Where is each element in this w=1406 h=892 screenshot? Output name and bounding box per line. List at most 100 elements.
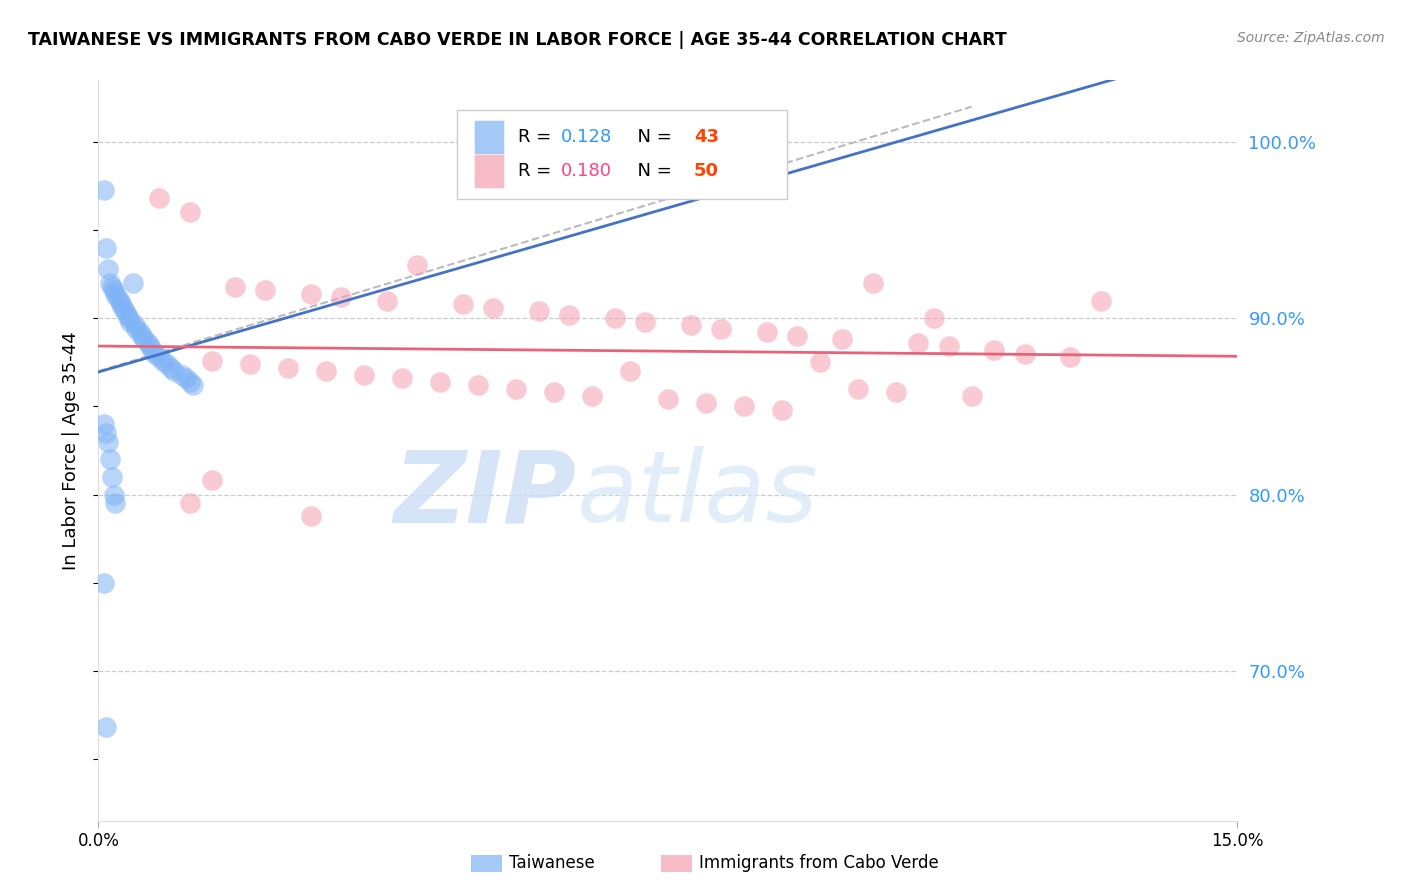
- Point: [148, 191, 170, 205]
- Point: [884, 385, 907, 400]
- Point: [831, 332, 853, 346]
- Point: [1090, 293, 1112, 308]
- Point: [505, 382, 527, 396]
- Point: [907, 335, 929, 350]
- Point: [103, 283, 125, 297]
- Point: [94, 720, 117, 734]
- Point: [179, 205, 201, 219]
- Point: [174, 371, 197, 385]
- Point: [179, 375, 201, 389]
- Point: [152, 353, 174, 368]
- Point: [543, 385, 565, 400]
- Point: [353, 368, 375, 382]
- Point: [679, 318, 702, 333]
- Point: [96, 434, 118, 449]
- Point: [94, 241, 117, 255]
- Point: [131, 329, 153, 343]
- Point: [1059, 350, 1081, 364]
- Point: [733, 400, 755, 414]
- Point: [94, 425, 117, 440]
- Point: [710, 322, 733, 336]
- Point: [786, 329, 808, 343]
- Point: [755, 326, 778, 340]
- Point: [330, 290, 353, 304]
- Point: [808, 355, 831, 369]
- Point: [603, 311, 626, 326]
- Point: [960, 389, 983, 403]
- Point: [619, 364, 641, 378]
- Point: [93, 183, 115, 197]
- Point: [695, 396, 717, 410]
- Text: N =: N =: [626, 162, 678, 180]
- Point: [179, 496, 201, 510]
- FancyBboxPatch shape: [474, 154, 503, 188]
- Point: [201, 474, 224, 488]
- Text: atlas: atlas: [576, 446, 818, 543]
- Point: [132, 332, 155, 346]
- Point: [277, 360, 299, 375]
- Point: [98, 452, 121, 467]
- Point: [862, 276, 884, 290]
- Point: [527, 304, 550, 318]
- Point: [139, 339, 162, 353]
- Point: [254, 283, 277, 297]
- Point: [201, 353, 224, 368]
- Point: [120, 315, 142, 329]
- Text: 50: 50: [695, 162, 718, 180]
- Point: [148, 350, 170, 364]
- Point: [117, 308, 139, 322]
- Text: N =: N =: [626, 128, 678, 146]
- Text: Source: ZipAtlas.com: Source: ZipAtlas.com: [1237, 31, 1385, 45]
- Point: [136, 335, 159, 350]
- Point: [657, 392, 679, 407]
- Point: [451, 297, 474, 311]
- Point: [239, 357, 262, 371]
- Text: Taiwanese: Taiwanese: [509, 855, 595, 872]
- Point: [375, 293, 398, 308]
- Point: [163, 364, 186, 378]
- Text: 43: 43: [695, 128, 718, 146]
- Text: Immigrants from Cabo Verde: Immigrants from Cabo Verde: [699, 855, 939, 872]
- Point: [315, 364, 337, 378]
- Point: [124, 318, 146, 333]
- Point: [558, 308, 581, 322]
- Point: [938, 339, 960, 353]
- Point: [406, 258, 429, 272]
- Point: [634, 315, 657, 329]
- Point: [93, 417, 115, 431]
- Point: [104, 286, 127, 301]
- Point: [299, 286, 322, 301]
- FancyBboxPatch shape: [474, 120, 503, 154]
- Text: 0.128: 0.128: [561, 128, 612, 146]
- Point: [983, 343, 1005, 357]
- Point: [118, 311, 141, 326]
- Point: [101, 470, 124, 484]
- Point: [922, 311, 945, 326]
- Text: R =: R =: [517, 162, 557, 180]
- Point: [581, 389, 603, 403]
- Y-axis label: In Labor Force | Age 35-44: In Labor Force | Age 35-44: [62, 331, 80, 570]
- Point: [770, 403, 793, 417]
- Point: [93, 575, 115, 590]
- Point: [170, 368, 193, 382]
- Point: [141, 343, 163, 357]
- Point: [110, 297, 132, 311]
- Point: [482, 301, 505, 315]
- Text: 0.180: 0.180: [561, 162, 612, 180]
- Point: [429, 375, 451, 389]
- Point: [114, 304, 136, 318]
- Point: [224, 279, 246, 293]
- Point: [1014, 346, 1036, 360]
- Point: [183, 378, 205, 392]
- Point: [101, 279, 124, 293]
- Point: [111, 301, 134, 315]
- Point: [129, 326, 152, 340]
- Point: [299, 508, 322, 523]
- Point: [159, 360, 181, 375]
- Point: [107, 290, 129, 304]
- Point: [96, 261, 118, 276]
- Point: [145, 346, 167, 360]
- Point: [103, 487, 125, 501]
- Text: R =: R =: [517, 128, 557, 146]
- Text: ZIP: ZIP: [394, 446, 576, 543]
